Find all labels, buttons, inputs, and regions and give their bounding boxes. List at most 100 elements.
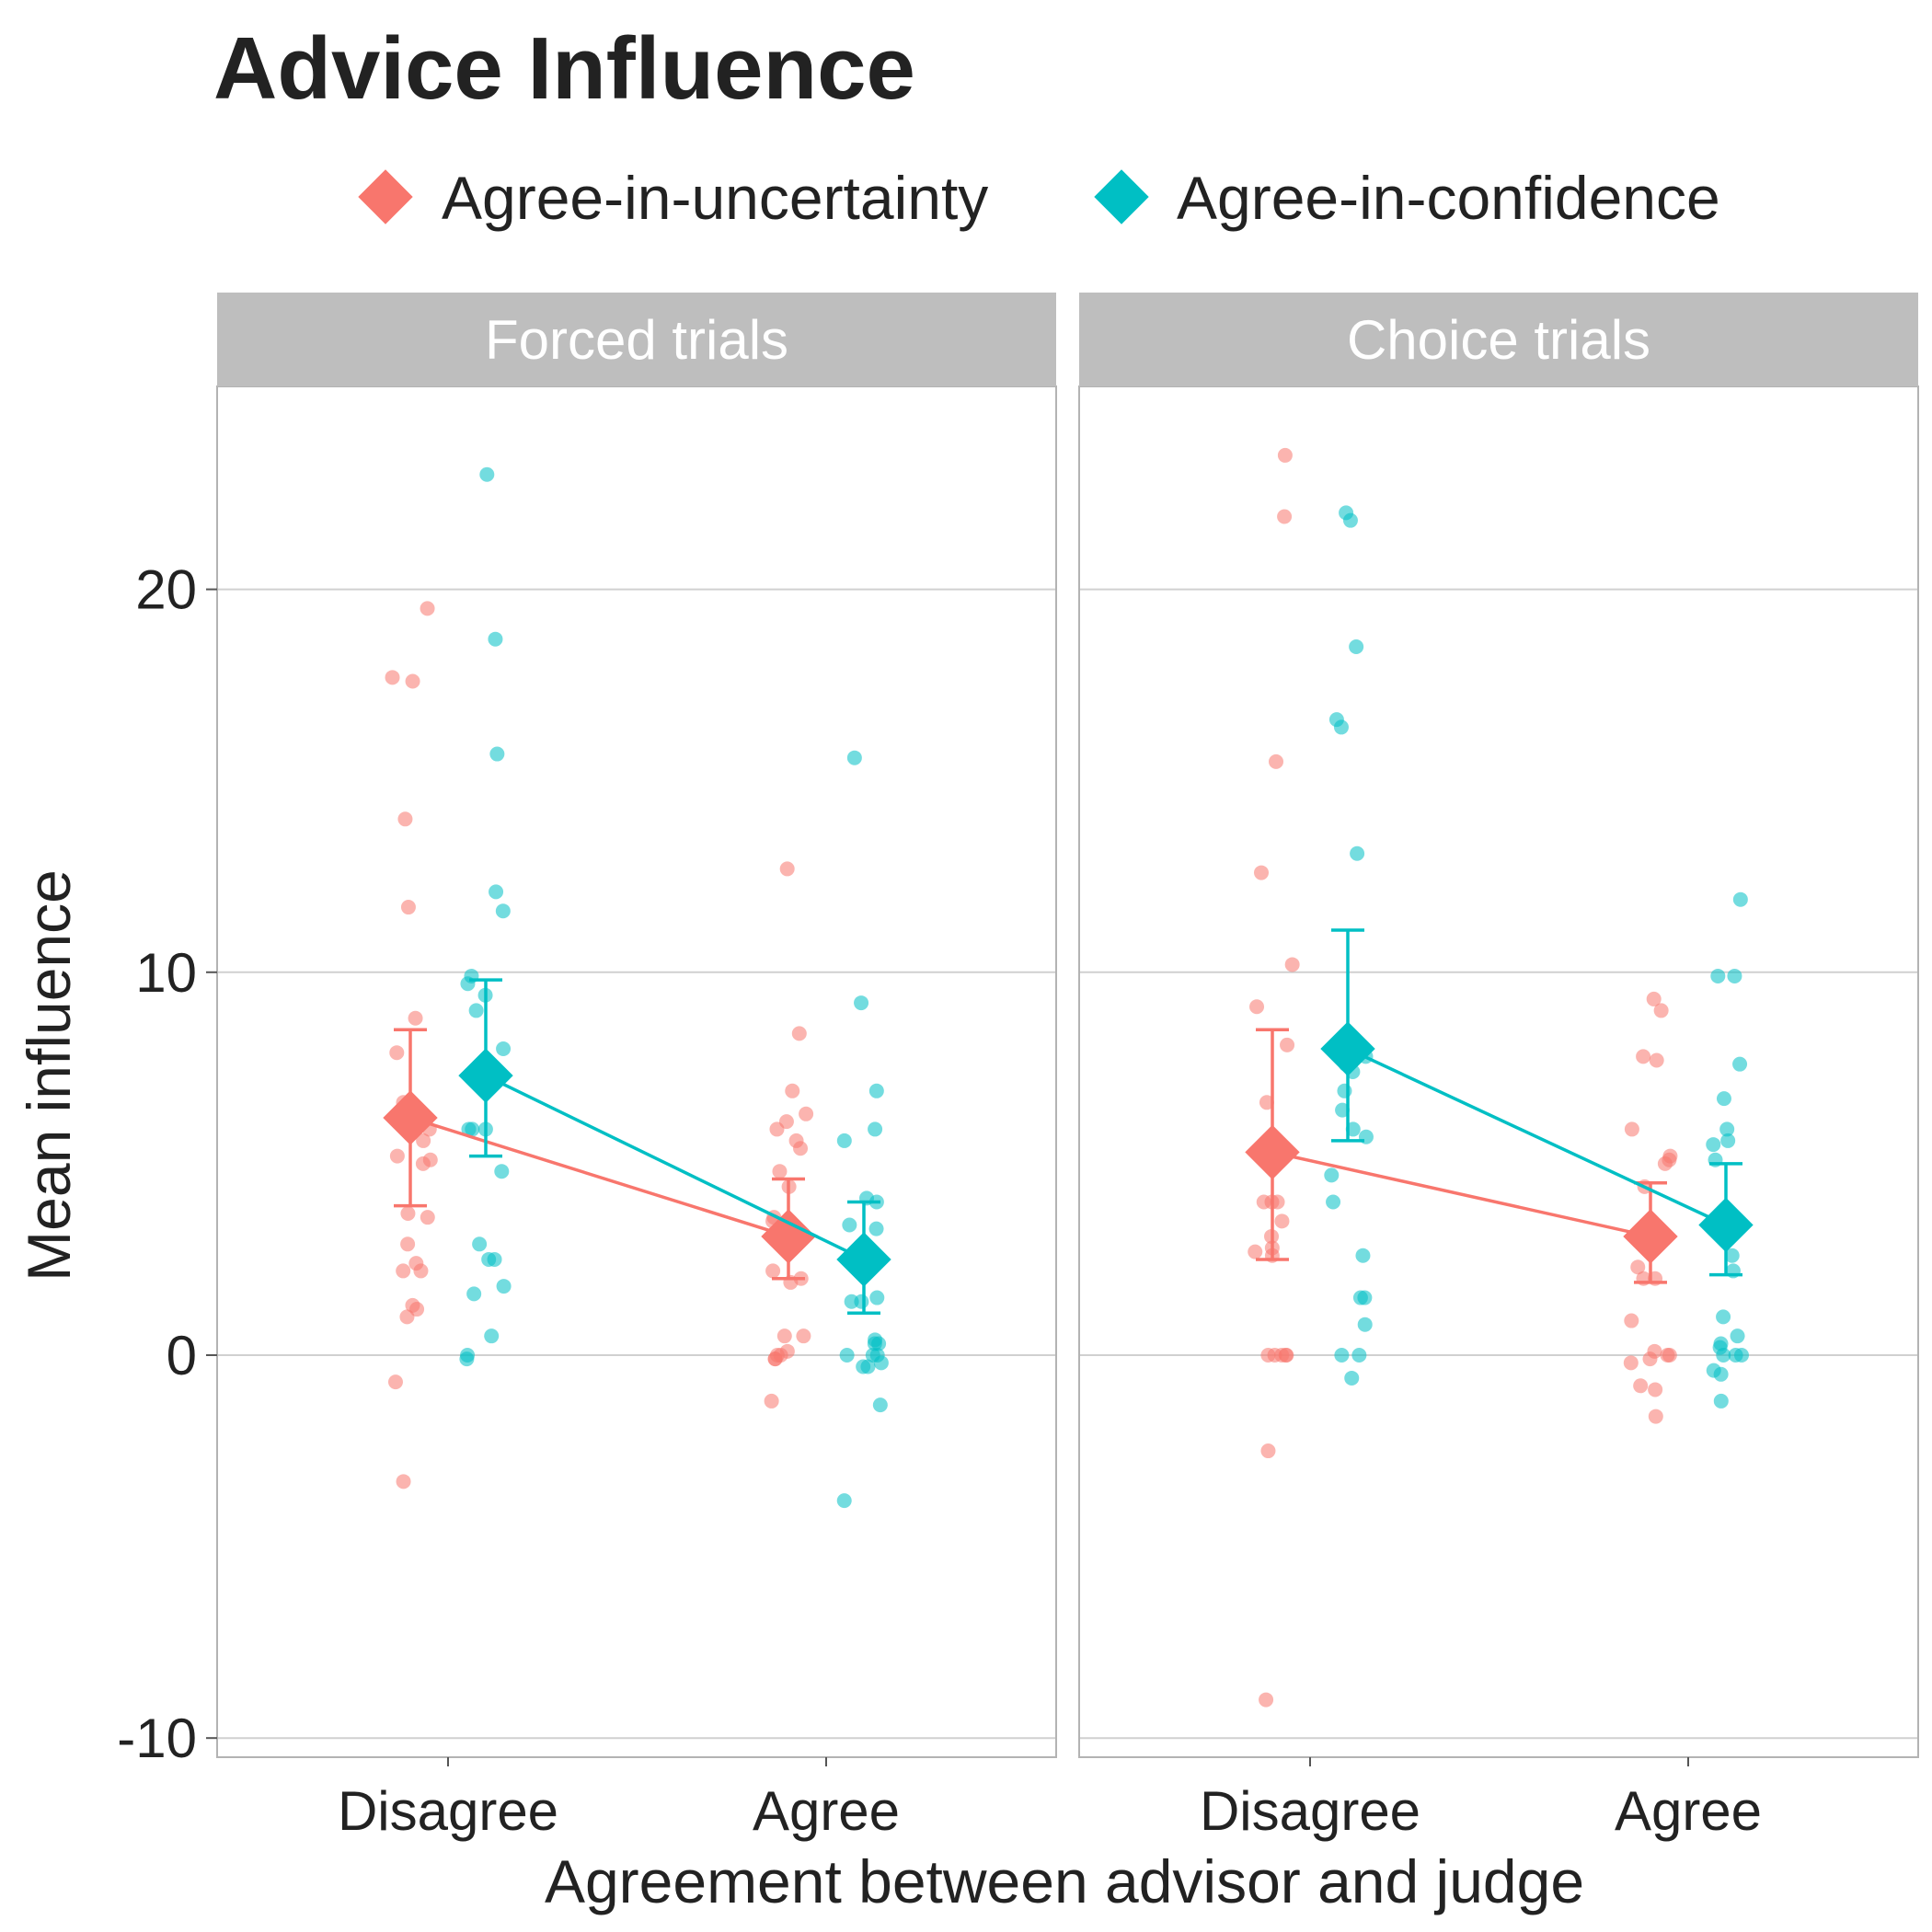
panel-choice: Choice trials Disagree Agree bbox=[1078, 293, 1919, 1842]
data-point bbox=[1710, 968, 1726, 983]
data-point bbox=[1716, 1309, 1731, 1325]
mean-marker bbox=[836, 1232, 891, 1287]
data-point bbox=[472, 1236, 488, 1252]
data-point bbox=[796, 1328, 811, 1344]
data-point bbox=[1660, 1347, 1675, 1363]
data-point bbox=[399, 1309, 415, 1325]
data-point bbox=[1636, 1049, 1651, 1064]
chart-title: Advice Influence bbox=[213, 19, 915, 118]
data-point bbox=[1706, 1137, 1721, 1153]
data-point bbox=[1633, 1378, 1649, 1394]
mean-line bbox=[409, 1116, 789, 1238]
data-point bbox=[779, 861, 795, 877]
mean-marker bbox=[383, 1090, 438, 1145]
data-point bbox=[405, 673, 420, 689]
data-point bbox=[1274, 1347, 1290, 1363]
y-tick-label: 0 bbox=[167, 1325, 197, 1386]
data-point bbox=[769, 1121, 785, 1137]
data-point bbox=[1249, 999, 1265, 1015]
data-point bbox=[836, 1133, 852, 1148]
data-point bbox=[1352, 1290, 1368, 1305]
data-point bbox=[1280, 1037, 1295, 1052]
data-point bbox=[1646, 991, 1662, 1006]
data-point bbox=[1623, 1355, 1639, 1371]
strip bbox=[217, 293, 1056, 386]
data-point bbox=[868, 1221, 884, 1236]
y-tick-label: -10 bbox=[117, 1708, 197, 1769]
data-point bbox=[776, 1328, 792, 1344]
data-point bbox=[1277, 447, 1293, 463]
data-point bbox=[1727, 968, 1742, 983]
mean-marker bbox=[1698, 1197, 1754, 1253]
data-point bbox=[1732, 891, 1748, 907]
data-point bbox=[487, 1251, 502, 1267]
data-point bbox=[767, 1351, 783, 1367]
data-point bbox=[415, 1156, 431, 1171]
data-point bbox=[385, 670, 400, 685]
data-point bbox=[489, 884, 504, 900]
data-point bbox=[416, 1133, 431, 1148]
data-point bbox=[772, 1164, 788, 1179]
strip-label: Forced trials bbox=[485, 309, 788, 371]
data-point bbox=[785, 1083, 800, 1098]
strip bbox=[1079, 293, 1918, 386]
data-point bbox=[479, 466, 495, 482]
panel-background bbox=[1079, 386, 1918, 1757]
data-point bbox=[842, 1217, 857, 1233]
data-point bbox=[868, 1121, 883, 1137]
data-point bbox=[1357, 1317, 1373, 1332]
data-point bbox=[1259, 1692, 1274, 1708]
strip-label: Choice trials bbox=[1347, 309, 1650, 371]
data-point bbox=[765, 1263, 781, 1279]
data-point bbox=[1716, 1091, 1731, 1107]
data-point bbox=[1716, 1347, 1731, 1363]
data-point bbox=[413, 1263, 429, 1279]
data-point bbox=[846, 750, 862, 765]
data-point bbox=[854, 995, 869, 1011]
data-point bbox=[856, 1359, 871, 1374]
data-point bbox=[1713, 1393, 1729, 1409]
data-point bbox=[1335, 1102, 1351, 1118]
data-point bbox=[400, 900, 416, 915]
data-point bbox=[1713, 1366, 1729, 1382]
data-point bbox=[1719, 1121, 1735, 1137]
data-point bbox=[496, 1279, 512, 1294]
mean-marker bbox=[458, 1048, 513, 1103]
data-point bbox=[872, 1397, 888, 1413]
panel-forced: Forced trials Disagree Agree bbox=[216, 293, 1057, 1842]
data-point bbox=[1256, 1194, 1271, 1210]
data-point bbox=[420, 1210, 435, 1225]
data-point bbox=[1269, 753, 1284, 769]
data-point bbox=[397, 811, 413, 827]
x-tick-label: Disagree bbox=[1200, 1780, 1420, 1842]
panel-background bbox=[217, 386, 1056, 1757]
data-point bbox=[1351, 1347, 1367, 1363]
data-point bbox=[1720, 1133, 1736, 1148]
data-point bbox=[1248, 1244, 1263, 1259]
data-point bbox=[1648, 1382, 1663, 1397]
data-point bbox=[1324, 1167, 1340, 1183]
data-point bbox=[873, 1355, 889, 1371]
data-point bbox=[484, 1328, 500, 1344]
y-tick-label: 20 bbox=[135, 559, 197, 621]
data-point bbox=[839, 1347, 855, 1363]
legend: Agree-in-uncertainty Agree-in-confidence bbox=[358, 164, 1720, 232]
data-point bbox=[488, 631, 503, 647]
data-point bbox=[799, 1106, 814, 1121]
x-tick-label: Agree bbox=[1615, 1780, 1762, 1842]
data-point bbox=[1642, 1351, 1658, 1367]
data-point bbox=[1260, 1443, 1276, 1459]
data-point bbox=[1333, 719, 1349, 735]
data-point bbox=[1724, 1248, 1740, 1263]
mean-line bbox=[485, 1074, 865, 1261]
data-point bbox=[1624, 1121, 1639, 1137]
data-point bbox=[459, 1351, 475, 1367]
data-point bbox=[1344, 1370, 1360, 1386]
data-point bbox=[389, 1148, 405, 1164]
data-point bbox=[1732, 1056, 1748, 1072]
data-point bbox=[400, 1236, 416, 1252]
data-point bbox=[791, 1026, 807, 1041]
data-point bbox=[420, 601, 435, 616]
data-point bbox=[1624, 1313, 1639, 1328]
